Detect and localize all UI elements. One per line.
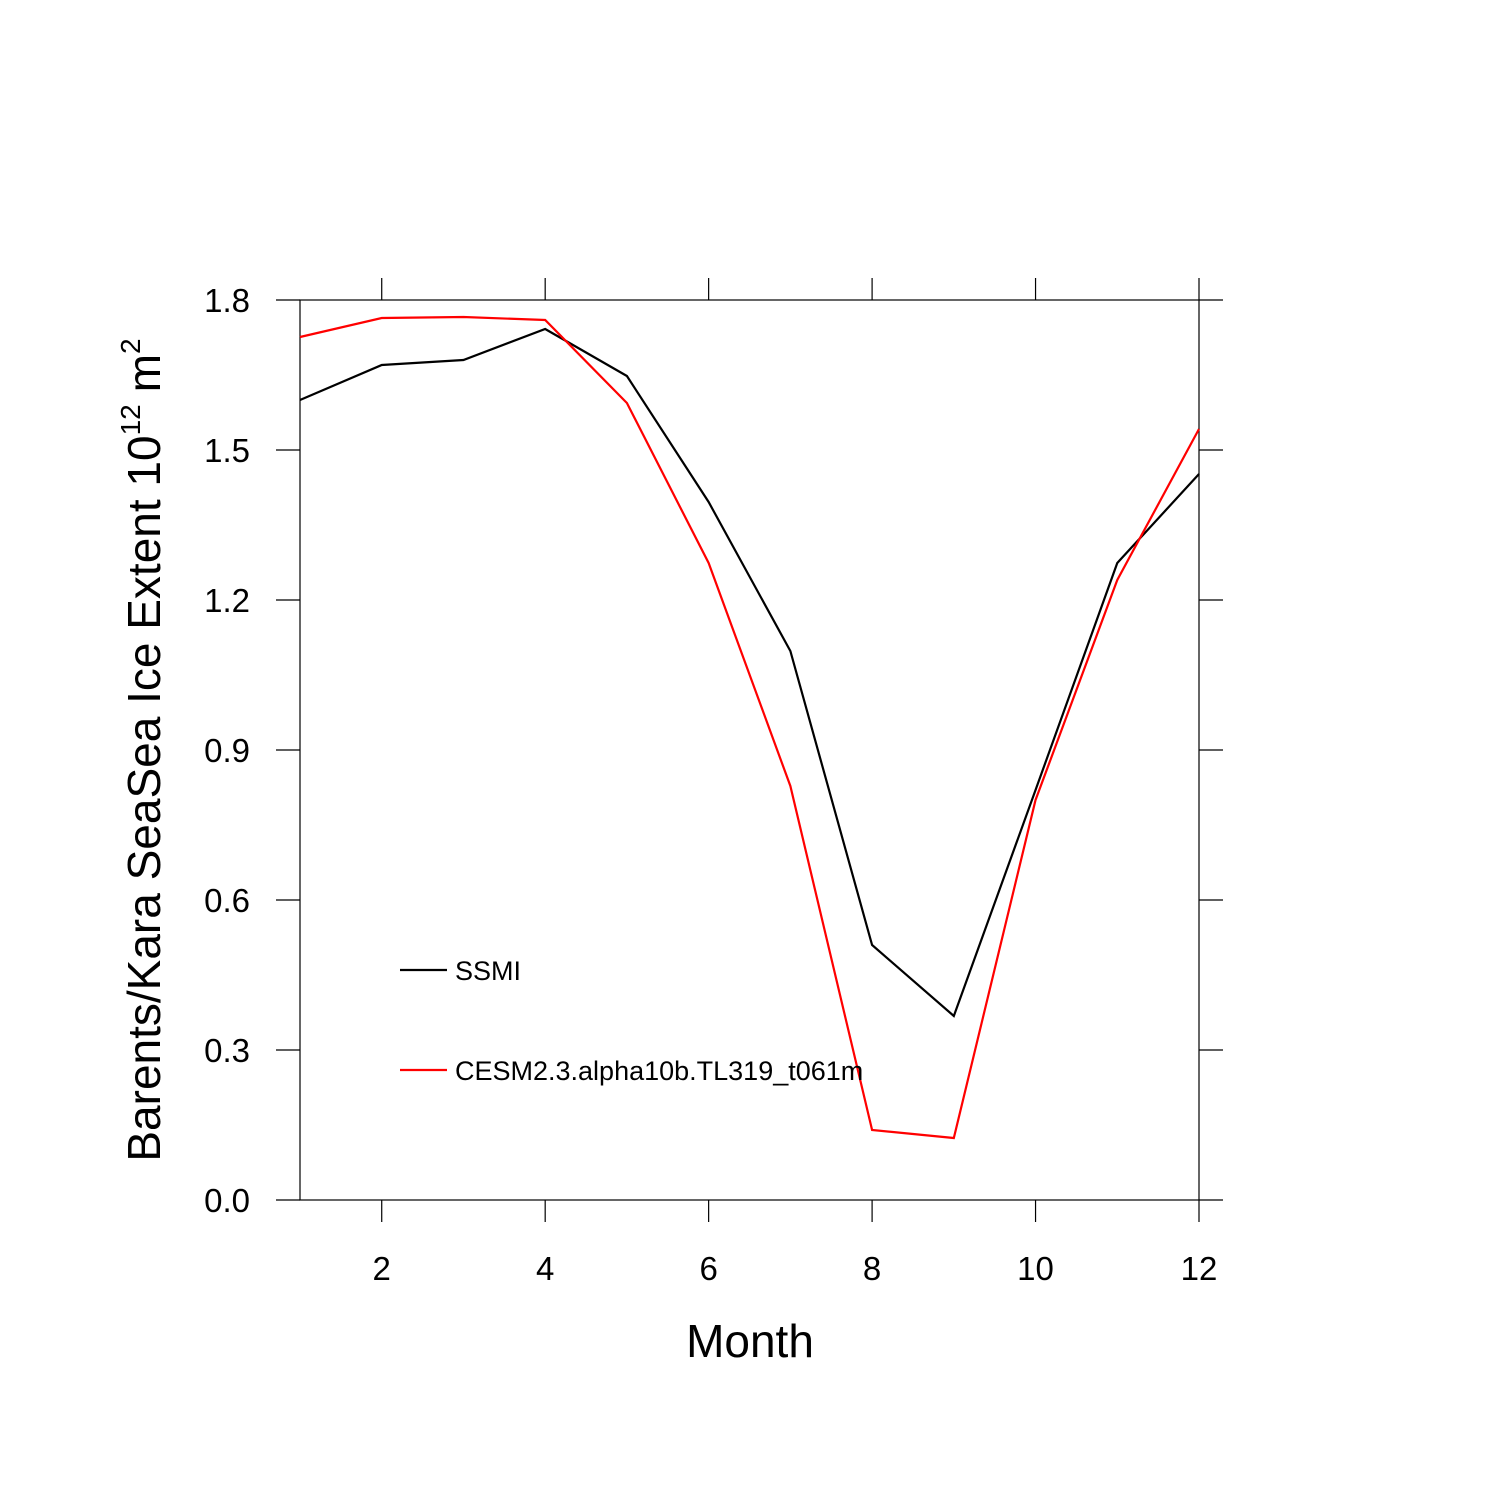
x-tick-label: 8 [863, 1250, 881, 1287]
y-tick-label: 1.5 [204, 432, 250, 469]
y-tick-label: 1.2 [204, 582, 250, 619]
x-axis-label: Month [686, 1315, 814, 1367]
y-tick-label: 1.8 [204, 282, 250, 319]
series-line [299, 315, 1200, 1140]
x-tick-label: 10 [1017, 1250, 1054, 1287]
y-label-sup: 12 [115, 404, 146, 435]
series-line [299, 327, 1200, 1018]
y-label-text: m [118, 354, 170, 392]
y-tick-label: 0.3 [204, 1032, 250, 1069]
x-tick-label: 12 [1181, 1250, 1218, 1287]
x-tick-label: 2 [373, 1250, 391, 1287]
y-label-sup: 2 [115, 338, 146, 354]
y-tick-label: 0.6 [204, 882, 250, 919]
y-axis-label: Barents/Kara SeaSea Ice Extent 1012 m2 [115, 338, 170, 1161]
y-tick-label: 0.9 [204, 732, 250, 769]
x-tick-label: 4 [536, 1250, 554, 1287]
y-tick-label: 0.0 [204, 1182, 250, 1219]
legend-label: SSMI [455, 956, 521, 986]
x-tick-label: 6 [699, 1250, 717, 1287]
legend-label: CESM2.3.alpha10b.TL319_t061m [455, 1056, 863, 1086]
y-label-text: Barents/Kara SeaSea Ice Extent 10 [118, 435, 170, 1161]
